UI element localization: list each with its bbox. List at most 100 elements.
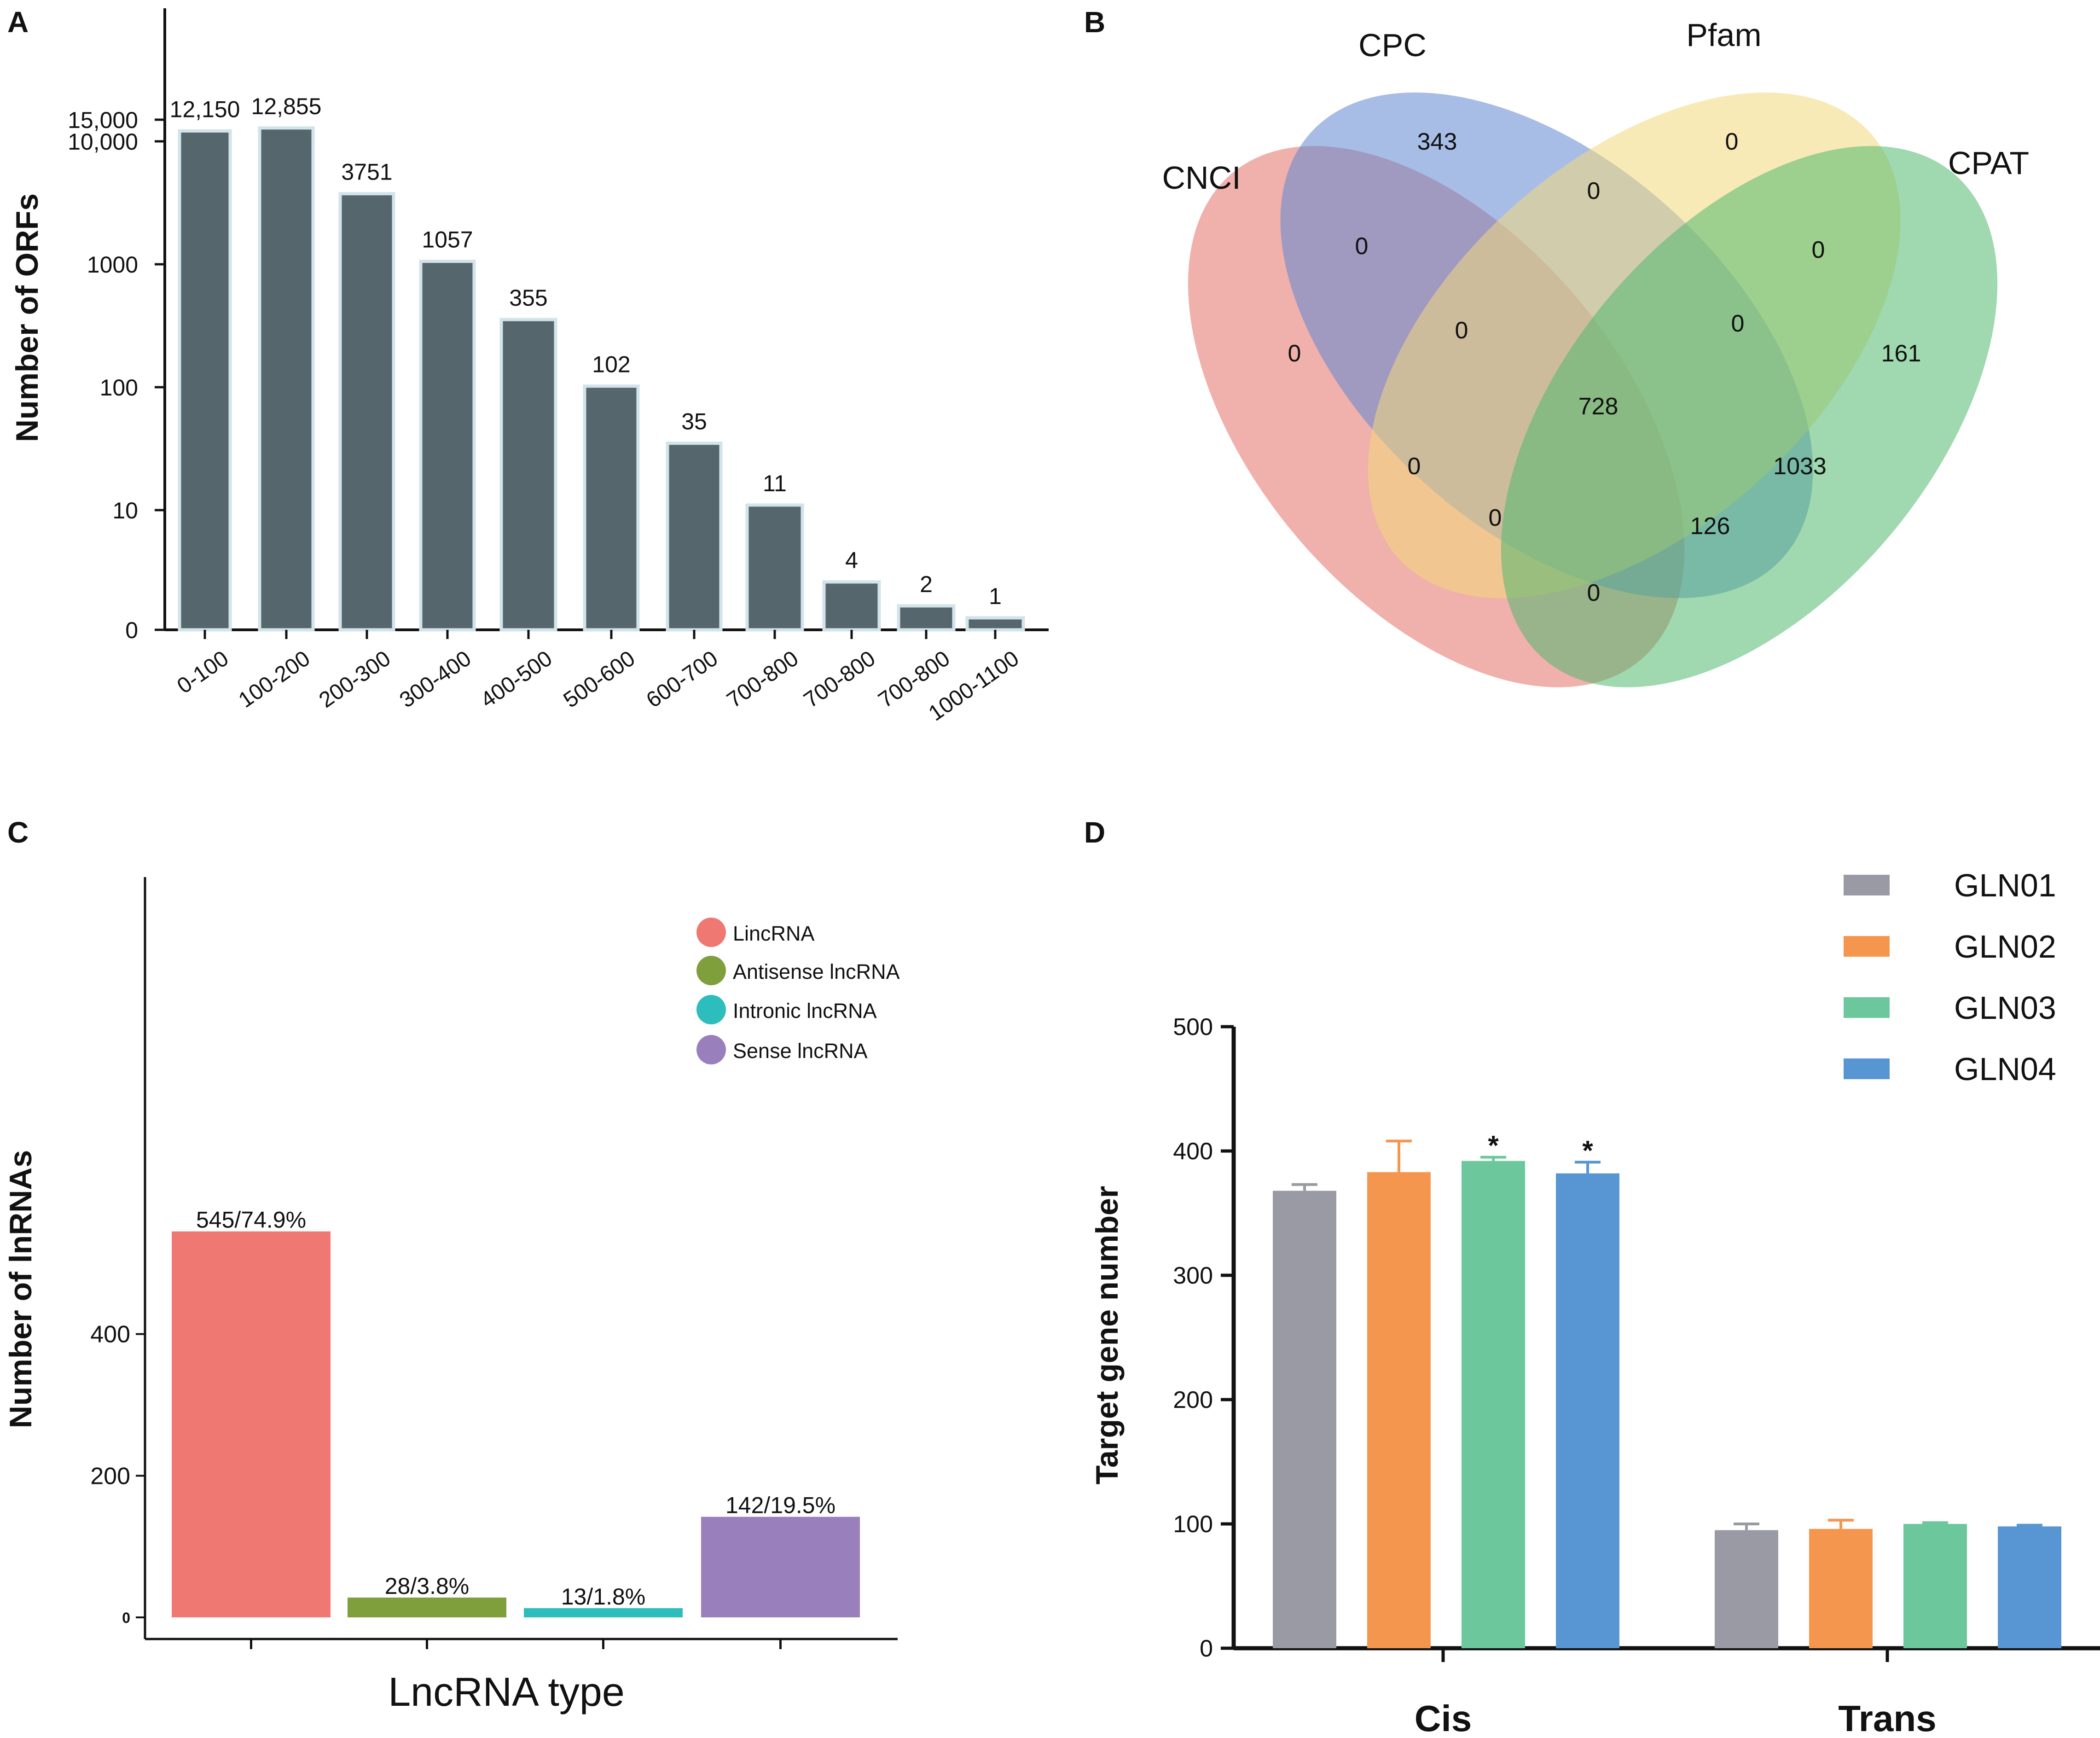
panel-d-y-tick-label: 0 xyxy=(1200,1635,1213,1662)
panel-a-bar xyxy=(419,260,476,632)
panel-d-bar xyxy=(1556,1173,1619,1648)
panel-c-bar xyxy=(701,1517,860,1617)
legend-antisense-label: Antisense lncRNA xyxy=(733,960,900,983)
panel-a-value-label: 3751 xyxy=(341,159,392,185)
panel-c-value-label: 28/3.8% xyxy=(385,1573,469,1599)
legend-intronic-swatch xyxy=(696,995,726,1024)
panel-d-legend-swatch xyxy=(1844,1058,1890,1079)
panel-c-bar xyxy=(348,1597,506,1617)
panel-a-y-label: Number of ORFs xyxy=(10,193,45,442)
panel-c-y-tick-label: 200 xyxy=(90,1463,130,1489)
panel-d-significance-mark: * xyxy=(1488,1130,1499,1161)
panel-a-bar xyxy=(583,384,640,632)
venn-region-cnci-pfam-cpat: 0 xyxy=(1489,505,1502,531)
panel-a-bar xyxy=(822,580,881,632)
panel-b-venn: CNCI CPC Pfam CPAT 343 0 0 161 0 0 0 0 0… xyxy=(1162,17,2029,687)
panel-d-legend-label: GLN03 xyxy=(1954,990,2056,1026)
panel-c-y-label: Number of lnRNAs xyxy=(3,1150,38,1428)
panel-c-value-label: 142/19.5% xyxy=(725,1493,835,1518)
legend-antisense-swatch xyxy=(696,956,726,985)
panel-c-bar xyxy=(524,1608,683,1617)
panel-a-bar xyxy=(897,604,956,632)
panel-c-y-tick-label: 400 xyxy=(90,1321,130,1348)
panel-label-a: A xyxy=(7,6,29,39)
legend-sense-label: Sense lncRNA xyxy=(733,1039,868,1063)
panel-a-bar xyxy=(965,616,1025,632)
panel-a-bar xyxy=(178,129,232,632)
panel-a-y-tick-label: 1000 xyxy=(87,252,138,278)
panel-d-legend-swatch xyxy=(1844,875,1890,895)
panel-a-value-label: 35 xyxy=(681,409,707,435)
venn-cpat-ellipse xyxy=(1501,146,1998,687)
panel-c-x-label: LncRNA type xyxy=(388,1669,625,1715)
legend-lincrna-label: LincRNA xyxy=(733,922,815,945)
panel-d-y-tick-label: 500 xyxy=(1173,1014,1213,1040)
venn-region-cnci-pfam: 0 xyxy=(1408,453,1421,480)
panel-d-x-tick-label: Cis xyxy=(1415,1698,1472,1738)
panel-a-value-label: 2 xyxy=(920,571,933,597)
panel-d-legend-swatch xyxy=(1844,997,1890,1018)
panel-d-bar xyxy=(1809,1529,1873,1648)
venn-set-label-pfam: Pfam xyxy=(1686,17,1761,53)
legend-intronic-label: Intronic lncRNA xyxy=(733,999,877,1023)
panel-a-value-label: 355 xyxy=(509,285,547,311)
panel-a-x-tick-label: 500-600 xyxy=(559,646,640,713)
panel-a-bar xyxy=(499,318,557,632)
panel-d-bar xyxy=(1462,1161,1525,1648)
panel-a-value-label: 1 xyxy=(989,583,1002,609)
panel-a-value-label: 4 xyxy=(845,547,858,573)
panel-a-value-label: 102 xyxy=(592,352,630,378)
panel-label-c: C xyxy=(7,816,29,849)
panel-d-y-label: Target gene number xyxy=(1090,1186,1125,1485)
panel-a-x-tick-label: 400-500 xyxy=(476,646,557,713)
venn-region-cnci: 0 xyxy=(1288,340,1301,367)
panel-d-bar xyxy=(1273,1191,1336,1648)
panel-a-y-tick-label: 15,000 xyxy=(68,107,138,133)
panel-d-legend-label: GLN02 xyxy=(1954,929,2056,965)
panel-a-y-tick-label: 10,000 xyxy=(68,129,138,155)
panel-c-value-label: 545/74.9% xyxy=(196,1207,306,1233)
venn-region-all: 728 xyxy=(1578,393,1619,420)
panel-d-y-tick-label: 200 xyxy=(1173,1387,1213,1413)
panel-c-bar xyxy=(172,1231,331,1617)
panel-d-bar xyxy=(1715,1530,1778,1648)
panel-label-d: D xyxy=(1084,816,1105,849)
panel-a-x-tick-label: 700-800 xyxy=(723,646,803,713)
panel-d-y-tick-label: 400 xyxy=(1173,1138,1213,1165)
venn-region-cpc-pfam-cpat: 0 xyxy=(1731,310,1745,337)
panel-a-value-label: 12,150 xyxy=(170,96,240,122)
panel-a-y-tick-label: 100 xyxy=(100,375,138,401)
panel-a-x-tick-label: 700-800 xyxy=(800,646,880,713)
panel-d-x-tick-label: Trans xyxy=(1838,1698,1936,1738)
venn-region-cnci-cpc: 0 xyxy=(1355,233,1369,260)
panel-d-bar xyxy=(1998,1526,2061,1648)
panel-a-bar xyxy=(258,126,315,632)
panel-label-b: B xyxy=(1084,6,1105,39)
panel-c-legend: LincRNA Antisense lncRNA Intronic lncRNA… xyxy=(696,918,900,1064)
venn-region-cnci-cpc-pfam: 0 xyxy=(1455,317,1468,344)
panel-a-value-label: 12,855 xyxy=(251,93,322,119)
panel-d-legend-label: GLN01 xyxy=(1954,867,2056,903)
panel-c-lncrna-types: Number of lnRNAs LncRNA type 0 200 400 545… xyxy=(3,877,900,1715)
venn-region-cpat: 161 xyxy=(1881,340,1921,367)
panel-c-value-label: 13/1.8% xyxy=(561,1584,645,1610)
panel-d-significance-mark: * xyxy=(1582,1135,1593,1166)
legend-lincrna-swatch xyxy=(696,918,726,947)
panel-a-x-tick-label: 300-400 xyxy=(395,646,476,713)
panel-d-y-tick-label: 100 xyxy=(1173,1511,1213,1538)
panel-d-bar xyxy=(1367,1172,1431,1648)
panel-c-y-tick-label: 0 xyxy=(122,1610,130,1626)
venn-set-label-cnci: CNCI xyxy=(1162,160,1241,196)
panel-a-x-tick-label: 100-200 xyxy=(234,646,315,713)
panel-d-legend-swatch xyxy=(1844,936,1890,957)
venn-region-cpc-pfam: 0 xyxy=(1587,178,1601,204)
venn-region-cpc: 343 xyxy=(1417,128,1457,155)
panel-a-value-label: 11 xyxy=(763,471,787,496)
venn-region-pfam: 0 xyxy=(1725,128,1739,155)
venn-set-label-cpc: CPC xyxy=(1358,27,1427,63)
panel-a-bar xyxy=(338,192,395,632)
panel-d-target-genes: Target gene number 0 100 200 300 400 500 * * Ci… xyxy=(1090,867,2100,1738)
panel-d-legend-label: GLN04 xyxy=(1954,1051,2056,1087)
venn-region-cnci-cpat: 0 xyxy=(1587,580,1601,606)
